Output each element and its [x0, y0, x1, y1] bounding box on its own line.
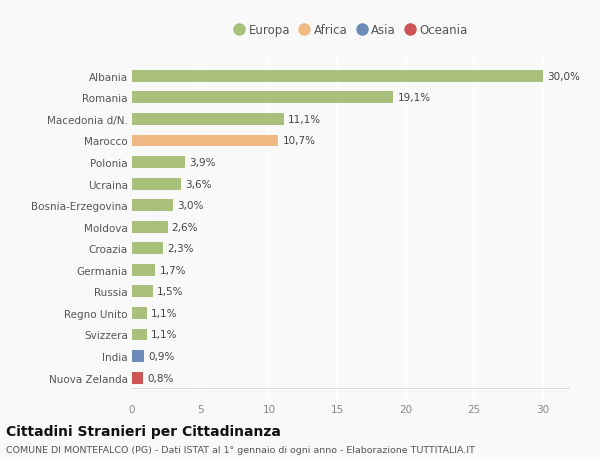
Legend: Europa, Africa, Asia, Oceania: Europa, Africa, Asia, Oceania	[230, 20, 472, 42]
Bar	[132, 135, 278, 147]
Bar	[132, 92, 394, 104]
Text: 2,6%: 2,6%	[172, 222, 198, 232]
Text: 10,7%: 10,7%	[283, 136, 316, 146]
Bar	[132, 329, 147, 341]
Text: 0,9%: 0,9%	[148, 351, 175, 361]
Text: COMUNE DI MONTEFALCO (PG) - Dati ISTAT al 1° gennaio di ogni anno - Elaborazione: COMUNE DI MONTEFALCO (PG) - Dati ISTAT a…	[6, 445, 475, 454]
Text: 1,1%: 1,1%	[151, 308, 178, 318]
Bar	[132, 200, 173, 212]
Bar	[132, 308, 147, 319]
Text: 1,5%: 1,5%	[157, 287, 183, 297]
Text: 11,1%: 11,1%	[288, 115, 321, 125]
Text: 30,0%: 30,0%	[547, 72, 580, 82]
Bar	[132, 114, 284, 126]
Text: 3,9%: 3,9%	[190, 158, 216, 168]
Bar	[132, 264, 155, 276]
Text: Cittadini Stranieri per Cittadinanza: Cittadini Stranieri per Cittadinanza	[6, 425, 281, 438]
Text: 0,8%: 0,8%	[147, 373, 173, 383]
Text: 19,1%: 19,1%	[398, 93, 431, 103]
Bar	[132, 178, 181, 190]
Bar	[132, 157, 185, 168]
Text: 3,6%: 3,6%	[185, 179, 212, 189]
Bar	[132, 372, 143, 384]
Text: 1,1%: 1,1%	[151, 330, 178, 340]
Bar	[132, 350, 145, 362]
Bar	[132, 71, 542, 83]
Text: 2,3%: 2,3%	[167, 244, 194, 254]
Bar	[132, 243, 163, 255]
Text: 1,7%: 1,7%	[160, 265, 186, 275]
Text: 3,0%: 3,0%	[177, 201, 203, 211]
Bar	[132, 221, 167, 233]
Bar	[132, 286, 152, 297]
